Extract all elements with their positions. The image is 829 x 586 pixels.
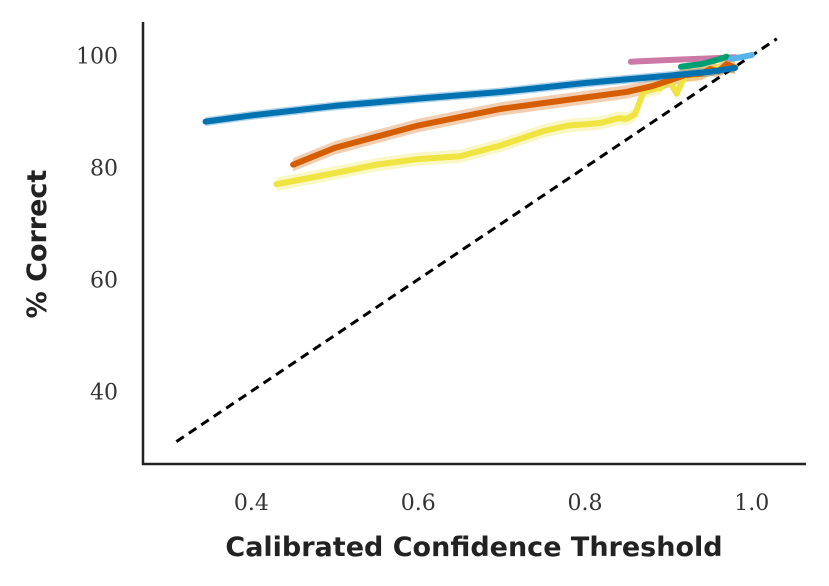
y-axis-title: % Correct xyxy=(22,170,53,319)
series-line-3 xyxy=(202,64,739,125)
series-line-2 xyxy=(290,60,739,168)
y-ticks: 40 60 80 100 xyxy=(76,45,118,406)
series-band-1 xyxy=(276,60,736,191)
x-axis-title: Calibrated Confidence Threshold xyxy=(225,532,722,563)
y-tick-label: 100 xyxy=(76,45,118,70)
series-line-6 xyxy=(727,52,755,62)
y-tick-label: 40 xyxy=(90,380,118,405)
x-tick-label: 0.4 xyxy=(234,491,269,516)
x-tick-label: 0.6 xyxy=(401,491,436,516)
reference-line xyxy=(175,37,778,443)
y-tick-label: 60 xyxy=(90,268,118,293)
series-line-5 xyxy=(677,53,730,70)
y-tick-label: 80 xyxy=(90,156,118,181)
series-band-2 xyxy=(293,57,736,172)
x-tick-label: 0.8 xyxy=(568,491,603,516)
reference-line-group xyxy=(175,37,778,443)
series-lines xyxy=(202,52,755,188)
x-tick-label: 1.0 xyxy=(734,491,769,516)
x-ticks: 0.4 0.6 0.8 1.0 xyxy=(234,491,769,516)
